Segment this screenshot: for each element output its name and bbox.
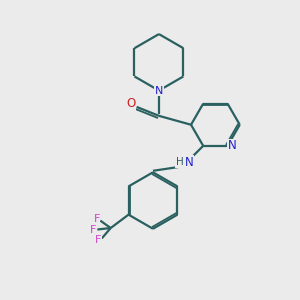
Text: N: N: [228, 139, 236, 152]
Text: F: F: [90, 224, 96, 235]
Text: H: H: [176, 157, 183, 167]
Text: F: F: [95, 235, 101, 245]
Text: N: N: [185, 156, 194, 169]
Text: O: O: [127, 98, 136, 110]
Text: F: F: [94, 214, 100, 224]
Text: N: N: [155, 85, 163, 96]
